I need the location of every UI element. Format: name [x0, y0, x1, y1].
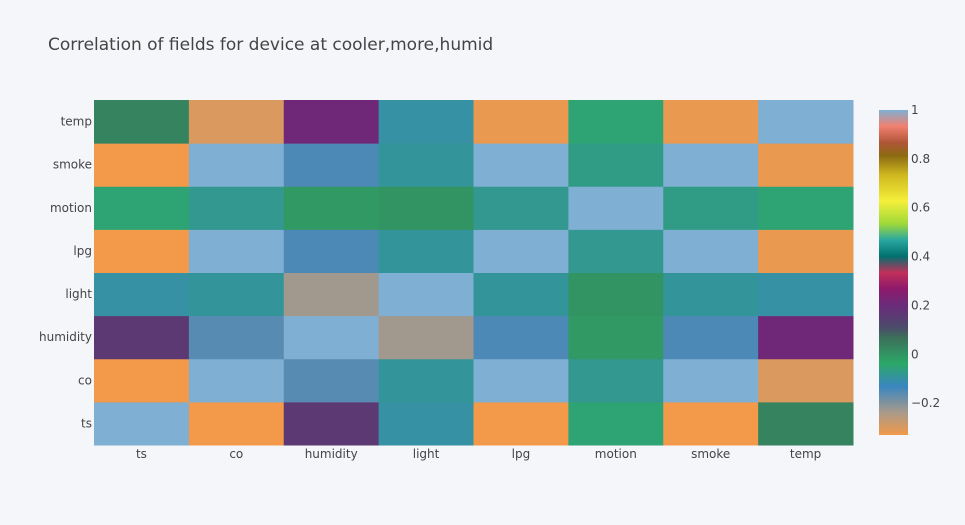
heatmap-cell-lpg-ts [94, 229, 190, 273]
heatmap-cell-humidity-temp [758, 315, 854, 360]
x-tick-label: ts [136, 447, 147, 461]
heatmap-cell-ts-lpg [473, 401, 569, 446]
x-tick-label: co [229, 447, 243, 461]
colorbar-tick-label: 0.8 [911, 152, 930, 166]
heatmap-cell-co-motion [568, 358, 664, 403]
heatmap-cell-smoke-light [378, 143, 474, 187]
heatmap-cell-temp-humidity [283, 100, 380, 144]
heatmap-cell-light-co [188, 272, 285, 317]
x-tick-label: lpg [512, 447, 531, 461]
heatmap-cell-co-lpg [473, 358, 569, 403]
heatmap-cell-lpg-smoke [663, 229, 759, 273]
heatmap-cell-co-co [188, 358, 285, 403]
heatmap-cell-humidity-lpg [473, 315, 569, 360]
colorbar-tick-label: 0.2 [911, 298, 930, 312]
heatmap-cell-ts-temp [758, 401, 854, 446]
heatmap-cell-lpg-co [188, 229, 285, 273]
heatmap-cell-temp-co [188, 100, 285, 144]
heatmap-cell-motion-smoke [663, 186, 759, 230]
heatmap-cell-humidity-ts [94, 315, 190, 360]
y-tick-label: smoke [53, 158, 92, 172]
heatmap-cell-motion-co [188, 186, 285, 230]
heatmap-cell-temp-smoke [663, 100, 759, 144]
heatmap-cell-smoke-ts [94, 143, 190, 187]
y-tick-label: ts [81, 416, 92, 430]
colorbar-tick-label: 0.4 [911, 250, 930, 264]
heatmap-cell-humidity-smoke [663, 315, 759, 360]
heatmap-cell-smoke-humidity [283, 143, 380, 187]
heatmap-cell-light-lpg [473, 272, 569, 317]
colorbar-tick-label: 0.6 [911, 201, 930, 215]
chart-title: Correlation of fields for device at cool… [48, 35, 493, 55]
heatmap-cell-ts-ts [94, 401, 190, 446]
y-tick-label: temp [61, 115, 92, 129]
heatmap-cell-co-smoke [663, 358, 759, 403]
y-tick-label: humidity [39, 330, 92, 344]
heatmap-cell-motion-light [378, 186, 474, 230]
colorbar-tick-label: 0 [911, 347, 919, 361]
x-tick-label: light [413, 447, 440, 461]
heatmap-cell-lpg-light [378, 229, 474, 273]
heatmap-cell-humidity-motion [568, 315, 664, 360]
x-tick-label: humidity [305, 447, 358, 461]
y-tick-label: motion [50, 201, 92, 215]
heatmap-cell-co-temp [758, 358, 854, 403]
y-tick-label: light [65, 287, 92, 301]
heatmap-cell-light-humidity [283, 272, 380, 317]
heatmap-cell-temp-ts [94, 100, 190, 144]
x-axis-ticks: ts co humidity light lpg motion smoke temp [136, 447, 821, 461]
heatmap-cell-lpg-lpg [473, 229, 569, 273]
x-tick-label: motion [595, 447, 637, 461]
x-tick-label: smoke [691, 447, 730, 461]
heatmap-cell-motion-temp [758, 186, 854, 230]
heatmap-cell-humidity-light [378, 315, 474, 360]
heatmap-cell-lpg-humidity [283, 229, 380, 273]
x-tick-label: temp [790, 447, 821, 461]
colorbar-tick-label: −0.2 [911, 396, 940, 410]
heatmap-cell-temp-temp [758, 100, 854, 144]
heatmap-cell-temp-motion [568, 100, 664, 144]
colorbar: 1 0.8 0.6 0.4 0.2 0 −0.2 [879, 103, 940, 435]
heatmap-cell-smoke-smoke [663, 143, 759, 187]
heatmap-cell-co-light [378, 358, 474, 403]
heatmap-cell-humidity-co [188, 315, 285, 360]
heatmap-cell-ts-smoke [663, 401, 759, 446]
heatmap-cell-smoke-co [188, 143, 285, 187]
heatmap-cell-lpg-motion [568, 229, 664, 273]
heatmap-cell-light-ts [94, 272, 190, 317]
y-tick-label: lpg [73, 244, 92, 258]
heatmap-cell-ts-motion [568, 401, 664, 446]
heatmap-cell-temp-light [378, 100, 474, 144]
heatmap-cell-ts-co [188, 401, 285, 446]
heatmap-cell-light-motion [568, 272, 664, 317]
heatmap-cell-motion-motion [568, 186, 664, 230]
heatmap-cell-motion-lpg [473, 186, 569, 230]
colorbar-tick-label: 1 [911, 103, 919, 117]
heatmap-cell-light-temp [758, 272, 854, 317]
heatmap-cell-co-humidity [283, 358, 380, 403]
heatmap-cell-light-smoke [663, 272, 759, 317]
y-axis-ticks: ts co humidity light lpg motion smoke temp [39, 115, 92, 431]
heatmap-cell-co-ts [94, 358, 190, 403]
heatmap-cell-ts-light [378, 401, 474, 446]
heatmap-cell-smoke-motion [568, 143, 664, 187]
heatmap-cell-ts-humidity [283, 401, 380, 446]
colorbar-gradient [879, 110, 908, 435]
heatmap-cell-humidity-humidity [283, 315, 380, 360]
heatmap-cell-temp-lpg [473, 100, 569, 144]
heatmap-cell-smoke-lpg [473, 143, 569, 187]
heatmap-cell-motion-ts [94, 186, 190, 230]
heatmap-cell-smoke-temp [758, 143, 854, 187]
heatmap-cell-light-light [378, 272, 474, 317]
y-tick-label: co [78, 373, 92, 387]
heatmap-cell-lpg-temp [758, 229, 854, 273]
heatmap-cell-motion-humidity [283, 186, 380, 230]
heatmap-cells [94, 100, 854, 446]
